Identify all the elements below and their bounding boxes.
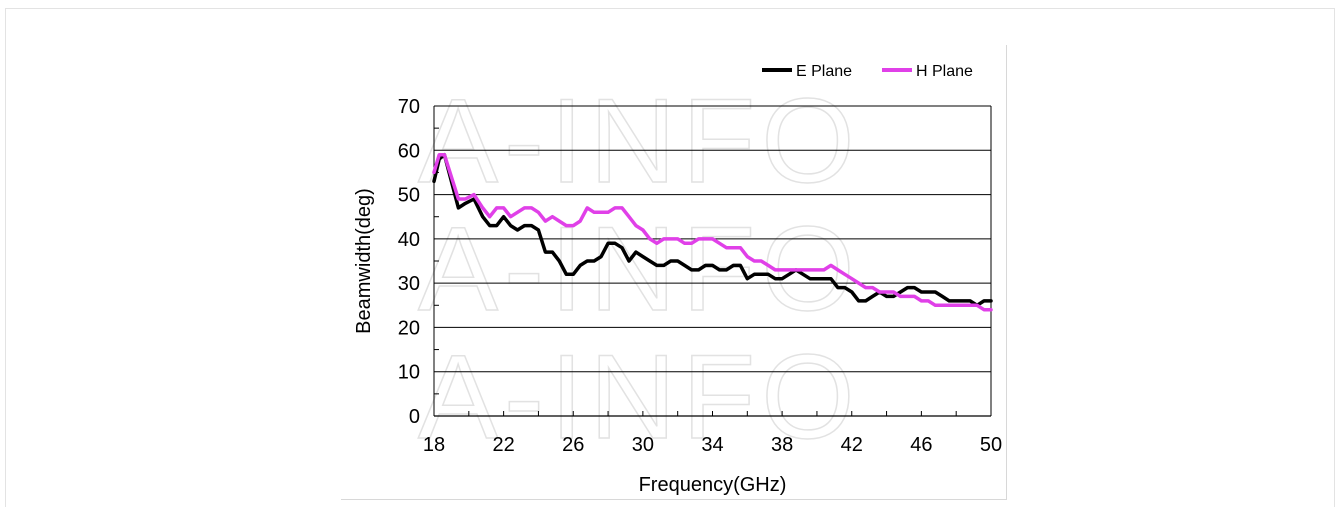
y-tick-label: 20: [398, 317, 420, 339]
axes: 0 10 20 30 40 50 60 70 18 22 26 30 34 38 42 46 50: [398, 96, 1002, 456]
y-tick-label: 0: [409, 406, 420, 428]
x-tick-label: 42: [841, 434, 863, 456]
x-tick-label: 22: [493, 434, 515, 456]
y-tick-label: 10: [398, 362, 420, 384]
series-line-h-plane: [432, 152, 993, 312]
y-axis-title: Beamwidth(deg): [353, 188, 375, 334]
y-tick-label: 30: [398, 273, 420, 295]
x-tick-label: 50: [980, 434, 1002, 456]
legend-label: H Plane: [916, 63, 973, 80]
x-tick-label: 18: [423, 434, 445, 456]
x-tick-label: 46: [910, 434, 932, 456]
watermark-text-3: A-INFO: [418, 330, 861, 464]
series: [432, 152, 993, 312]
chart-container: [341, 45, 1007, 500]
y-tick-label: 40: [398, 229, 420, 251]
y-tick-label: 70: [398, 96, 420, 118]
y-tick-label: 60: [398, 140, 420, 162]
x-axis-title: Frequency(GHz): [639, 474, 787, 496]
x-tick-label: 38: [771, 434, 793, 456]
watermark: A-INFO A-INFO A-INFO: [417, 73, 861, 465]
x-tick-label: 34: [701, 434, 723, 456]
y-tick-label: 50: [398, 185, 420, 207]
figure-frame: [5, 8, 1335, 507]
x-tick-label: 26: [562, 434, 584, 456]
legend-label: E Plane: [796, 63, 852, 80]
watermark-text-1: A-INFO: [418, 74, 861, 208]
legend: E Plane H Plane: [762, 63, 973, 80]
x-tick-label: 30: [632, 434, 654, 456]
